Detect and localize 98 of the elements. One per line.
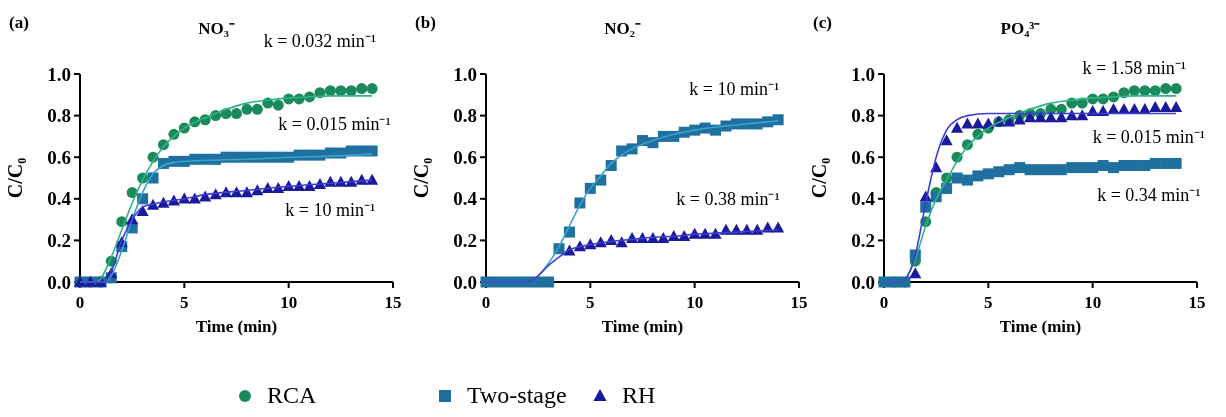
x-axis-title: Time (min) [601, 317, 684, 336]
point [1076, 162, 1088, 174]
legend-label: RCA [267, 382, 318, 408]
point [772, 114, 784, 126]
point [356, 83, 368, 95]
y-tick-label: 0.4 [851, 188, 876, 210]
point [951, 172, 963, 184]
point [1149, 100, 1162, 112]
point [1160, 83, 1172, 95]
annotation: k = 0.015 min⁻¹ [1092, 126, 1206, 147]
y-tick-label: 0.2 [453, 230, 477, 252]
point [1128, 85, 1140, 97]
point [366, 83, 378, 95]
x-tick-label: 0 [75, 293, 85, 312]
y-tick-label: 1.0 [851, 63, 875, 85]
point [1139, 85, 1151, 97]
point [366, 173, 379, 185]
x-tick-label: 5 [586, 293, 595, 312]
point [272, 99, 284, 111]
y-tick-label: 0.6 [453, 146, 477, 168]
point [1170, 157, 1182, 169]
chart-title: NO₂⁻ [604, 19, 641, 38]
annotation: k = 1.58 min⁻¹ [1082, 58, 1187, 79]
y-tick-label: 0.8 [453, 105, 477, 127]
point [993, 166, 1005, 178]
y-tick-label: 0.0 [851, 271, 875, 293]
chart-title: NO₃⁻ [198, 19, 235, 38]
y-tick-label: 0.8 [47, 105, 71, 127]
annotation: k = 0.38 min⁻¹ [676, 189, 780, 210]
x-tick-label: 5 [984, 293, 993, 312]
y-tick-label: 0.2 [851, 230, 875, 252]
x-tick-label: 10 [1084, 293, 1102, 312]
y-tick-label: 0.4 [47, 188, 72, 210]
point [241, 103, 253, 115]
point [1014, 162, 1026, 174]
x-tick-label: 5 [180, 293, 189, 312]
point [909, 267, 922, 279]
x-tick-label: 15 [1188, 293, 1206, 312]
point [314, 149, 326, 161]
y-tick-label: 0.0 [47, 271, 71, 293]
text: (b) [415, 12, 436, 32]
point [345, 85, 357, 97]
point [1003, 164, 1015, 176]
chart-title: PO₄³⁻ [1000, 19, 1041, 38]
point [1160, 157, 1172, 169]
point [1149, 85, 1161, 97]
point [961, 174, 973, 186]
annotation: k = 10 min⁻¹ [689, 78, 780, 99]
point [251, 103, 263, 115]
point [366, 145, 378, 157]
x-tick-label: 0 [481, 293, 491, 312]
y-axis-title: C/C₀ [808, 157, 830, 199]
point [1139, 160, 1151, 172]
y-tick-label: 1.0 [47, 63, 71, 85]
point [940, 134, 953, 146]
legend-label: RH [622, 382, 656, 408]
annotation: k = 0.34 min⁻¹ [1097, 184, 1201, 205]
point [982, 168, 994, 180]
point [1128, 160, 1140, 172]
y-tick-label: 0.8 [851, 105, 875, 127]
x-axis-title: Time (min) [999, 317, 1082, 336]
text: (c) [813, 12, 832, 32]
y-tick-label: 0.4 [453, 188, 478, 210]
point [616, 145, 628, 157]
text: k = 0.032 min⁻¹ [263, 31, 377, 52]
point [1044, 111, 1057, 123]
point [950, 121, 964, 133]
y-axis-title: C/C₀ [410, 157, 432, 199]
point [1066, 162, 1078, 174]
point [1055, 164, 1067, 176]
y-tick-label: 0.6 [47, 146, 71, 168]
x-axis-title: Time (min) [195, 317, 278, 336]
x-tick-label: 15 [384, 293, 402, 312]
point [961, 117, 974, 129]
x-tick-label: 0 [879, 293, 889, 312]
x-tick-label: 10 [280, 293, 298, 312]
point [1170, 83, 1182, 95]
point [543, 276, 555, 288]
point [335, 85, 347, 97]
y-tick-label: 0.2 [47, 230, 71, 252]
y-tick-label: 0.6 [851, 146, 875, 168]
y-tick-label: 1.0 [453, 63, 477, 85]
point [231, 108, 242, 120]
text: (a) [9, 12, 29, 32]
annotation: k = 10 min⁻¹ [285, 199, 376, 220]
point [972, 170, 984, 182]
x-tick-label: 10 [686, 293, 704, 312]
y-axis-title: C/C₀ [4, 157, 26, 199]
point [1087, 162, 1099, 174]
point [324, 85, 336, 97]
x-tick-label: 15 [790, 293, 808, 312]
annotation: k = 0.015 min⁻¹ [278, 114, 391, 135]
legend-label: Two-stage [467, 382, 567, 408]
point [1170, 100, 1183, 112]
point [1149, 157, 1161, 169]
point [971, 117, 984, 129]
point [1159, 100, 1172, 112]
y-tick-label: 0.0 [453, 271, 477, 293]
